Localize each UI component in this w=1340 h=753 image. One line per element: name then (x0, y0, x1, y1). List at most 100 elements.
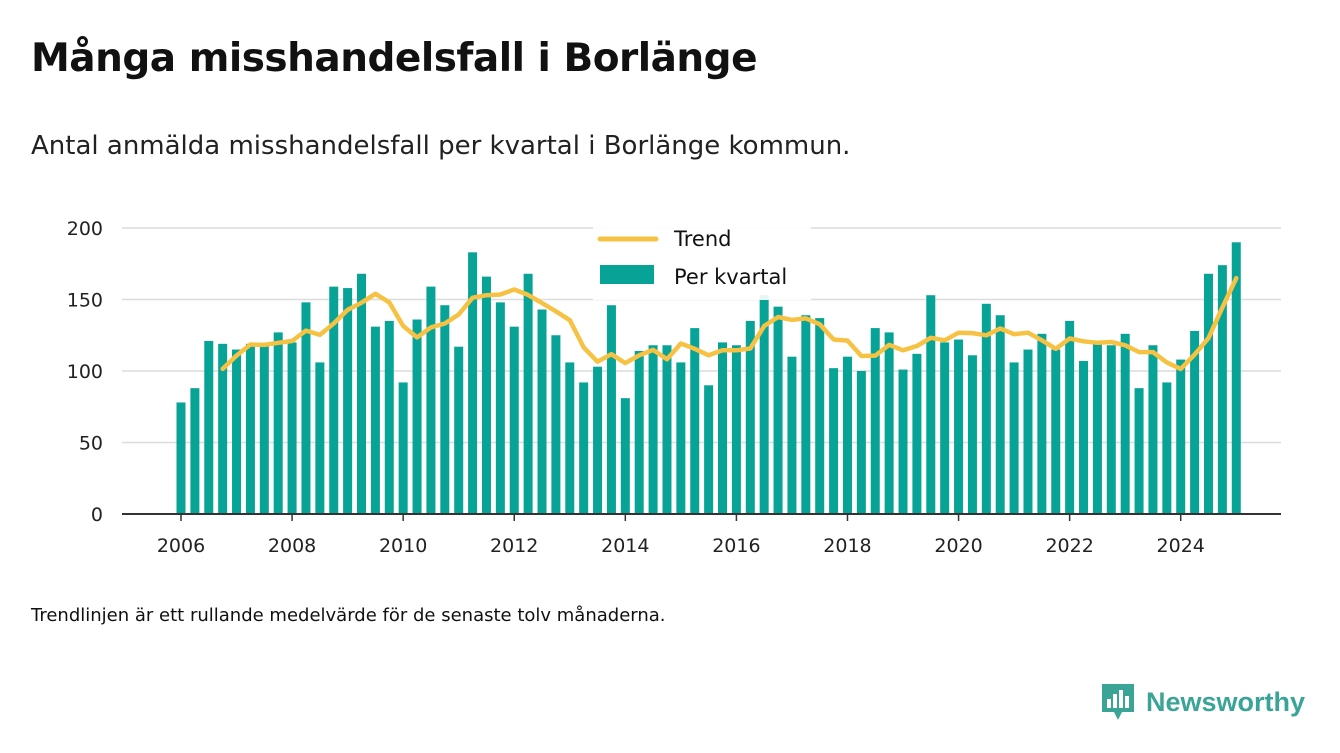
legend-trend-label: Trend (673, 227, 731, 251)
bar[interactable] (343, 288, 353, 514)
trend-line[interactable] (220, 275, 1239, 372)
bar[interactable] (801, 315, 811, 514)
chart-title: Många misshandelsfall i Borlänge (31, 36, 758, 81)
bar[interactable] (523, 273, 533, 514)
bar[interactable] (1162, 382, 1172, 514)
x-tick-label: 2024 (1157, 535, 1205, 557)
bar[interactable] (1079, 360, 1089, 514)
bar[interactable] (454, 346, 464, 514)
bar[interactable] (1009, 362, 1019, 514)
bar[interactable] (232, 349, 242, 514)
bar[interactable] (468, 252, 478, 514)
bar[interactable] (357, 273, 367, 514)
bar[interactable] (440, 305, 450, 514)
bar[interactable] (842, 356, 852, 514)
bar[interactable] (537, 309, 547, 514)
bar[interactable] (856, 371, 866, 514)
bar[interactable] (370, 326, 380, 514)
x-tick-label: 2006 (157, 535, 205, 557)
bar[interactable] (912, 353, 922, 514)
x-tick-label: 2020 (934, 535, 982, 557)
y-tick-label: 0 (91, 504, 103, 526)
bar[interactable] (329, 286, 339, 514)
bar[interactable] (1037, 333, 1047, 514)
bar[interactable] (1134, 388, 1144, 514)
bar[interactable] (579, 382, 589, 514)
bar[interactable] (967, 355, 977, 514)
bar[interactable] (259, 345, 269, 514)
bar[interactable] (1148, 345, 1158, 514)
bar[interactable] (593, 366, 603, 514)
bar[interactable] (787, 356, 797, 514)
bar[interactable] (676, 362, 686, 514)
bar[interactable] (301, 302, 311, 514)
bar[interactable] (884, 332, 894, 514)
bar[interactable] (620, 398, 630, 514)
bar[interactable] (1203, 273, 1213, 514)
bar[interactable] (551, 335, 561, 514)
bar[interactable] (829, 368, 839, 514)
bar[interactable] (190, 388, 200, 514)
bar[interactable] (662, 345, 672, 514)
bar[interactable] (745, 320, 755, 514)
bar[interactable] (495, 302, 505, 514)
bar[interactable] (1051, 349, 1061, 514)
bar[interactable] (1023, 349, 1033, 514)
bar[interactable] (218, 343, 228, 514)
bar[interactable] (1092, 340, 1102, 514)
bar[interactable] (898, 369, 908, 514)
newsworthy-logo[interactable]: Newsworthy (1100, 682, 1305, 722)
bar[interactable] (1217, 265, 1227, 514)
bar[interactable] (287, 342, 297, 514)
axes: 0 50 100 150 200 2006 2008 2010 2012 2014 2016 2018… (67, 218, 1281, 557)
y-tick-label: 150 (67, 290, 103, 312)
bar[interactable] (245, 343, 255, 514)
x-tick-label: 2014 (601, 535, 649, 557)
bar[interactable] (648, 345, 658, 514)
x-tick-label: 2008 (268, 535, 316, 557)
x-tick-label: 2022 (1045, 535, 1093, 557)
y-tick-label: 100 (67, 361, 103, 383)
bar[interactable] (940, 342, 950, 514)
bar[interactable] (412, 319, 422, 514)
legend-bar-swatch (600, 265, 654, 284)
bar[interactable] (176, 402, 186, 514)
bar[interactable] (398, 382, 408, 514)
bar[interactable] (981, 303, 991, 514)
bar[interactable] (509, 326, 519, 514)
bar[interactable] (315, 362, 325, 514)
bar[interactable] (1106, 345, 1116, 514)
bar[interactable] (634, 350, 644, 514)
bar[interactable] (273, 332, 283, 514)
bar[interactable] (759, 295, 769, 514)
bar[interactable] (481, 276, 491, 514)
bar[interactable] (926, 295, 936, 514)
bar[interactable] (1190, 330, 1200, 514)
bar[interactable] (606, 305, 616, 514)
bar[interactable] (1231, 242, 1241, 515)
bar[interactable] (704, 385, 714, 514)
bar[interactable] (384, 320, 394, 514)
x-tick-label: 2010 (379, 535, 427, 557)
bar[interactable] (773, 306, 783, 514)
bar[interactable] (1176, 359, 1186, 514)
brand-name: Newsworthy (1146, 686, 1306, 717)
legend[interactable]: Trend Per kvartal (593, 218, 811, 300)
bar[interactable] (870, 328, 880, 514)
bar[interactable] (204, 340, 214, 514)
x-tick-label: 2016 (712, 535, 760, 557)
bar[interactable] (690, 328, 700, 514)
bar[interactable] (815, 318, 825, 514)
bar[interactable] (426, 286, 436, 514)
bar[interactable] (731, 345, 741, 514)
bar[interactable] (1120, 333, 1130, 514)
x-tick-label: 2012 (490, 535, 538, 557)
bar[interactable] (1065, 320, 1075, 514)
bar[interactable] (954, 339, 964, 514)
bar[interactable] (718, 342, 728, 514)
newsworthy-logo-icon (1102, 684, 1134, 720)
bar[interactable] (995, 315, 1005, 514)
x-tick-label: 2018 (823, 535, 871, 557)
legend-bar-label: Per kvartal (674, 265, 787, 289)
bar[interactable] (565, 362, 575, 514)
